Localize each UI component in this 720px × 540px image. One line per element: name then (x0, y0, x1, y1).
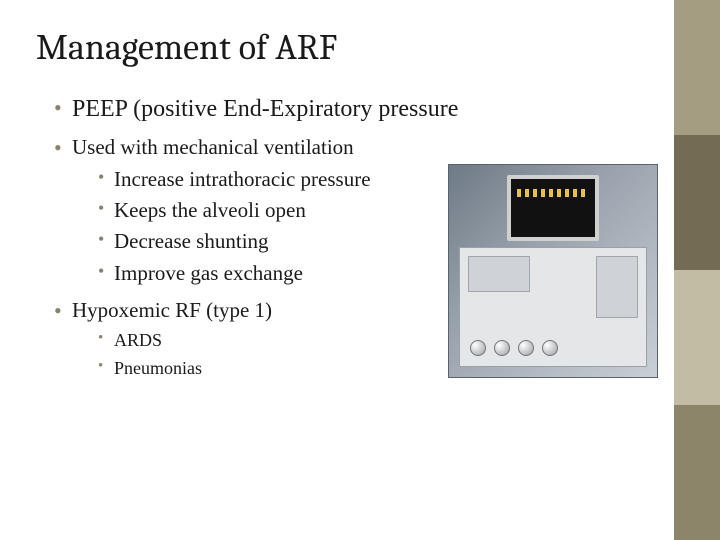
bullet-text: Hypoxemic RF (type 1) (72, 298, 272, 322)
knob-row (470, 340, 558, 356)
page-title: Management of ARF (36, 28, 680, 68)
knob-icon (518, 340, 534, 356)
sidebar-segment (674, 0, 720, 135)
knob-icon (494, 340, 510, 356)
sidebar-segment (674, 270, 720, 405)
sidebar-segment (674, 135, 720, 270)
slide: Management of ARF PEEP (positive End-Exp… (0, 0, 720, 540)
device-panel (459, 247, 647, 367)
knob-icon (542, 340, 558, 356)
ventilator-image (448, 164, 658, 378)
bullet-peep: PEEP (positive End-Expiratory pressure (54, 94, 680, 124)
decorative-sidebar (674, 0, 720, 540)
knob-icon (470, 340, 486, 356)
monitor-icon (507, 175, 599, 241)
bullet-text: Used with mechanical ventilation (72, 135, 354, 159)
sidebar-segment (674, 405, 720, 540)
